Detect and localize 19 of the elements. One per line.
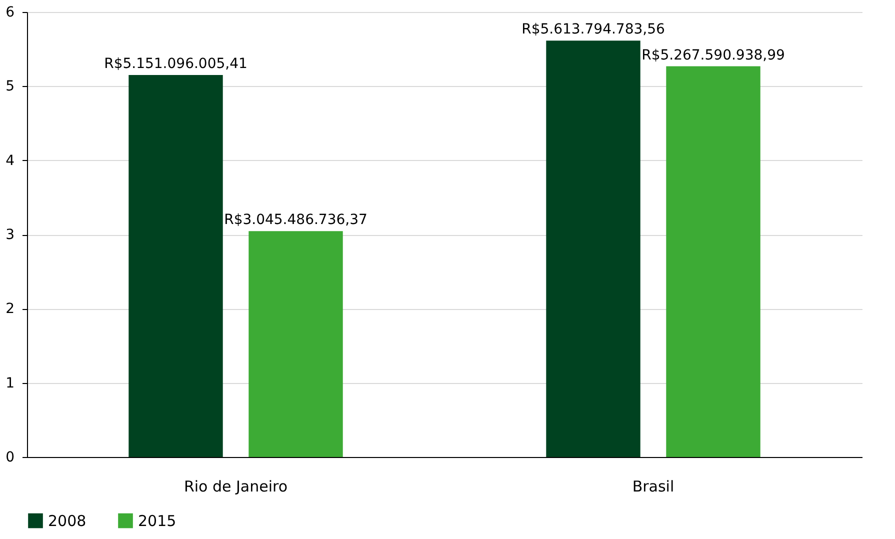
- y-tick-label: 3: [6, 227, 14, 243]
- x-tick-label: Rio de Janeiro: [184, 478, 288, 496]
- legend-label: 2015: [138, 512, 176, 530]
- y-tick-label: 1: [6, 375, 14, 392]
- data-label: R$5.267.590.938,99: [642, 47, 785, 64]
- bar: [248, 231, 343, 457]
- y-tick-label: 2: [6, 301, 14, 318]
- y-tick-label: 6: [6, 4, 15, 20]
- bar: [546, 40, 640, 457]
- data-label: R$3.045.486.736,37: [224, 212, 368, 228]
- y-tick-label: 0: [6, 450, 14, 466]
- bar: [666, 66, 760, 457]
- bar: [128, 74, 223, 457]
- y-tick-label: 5: [6, 78, 14, 95]
- data-label: R$5.613.794.783,56: [522, 22, 665, 38]
- x-tick-label: Brasil: [632, 478, 674, 496]
- legend-label: 2008: [48, 512, 86, 530]
- data-label: R$5.151.096.005,41: [104, 56, 248, 72]
- y-tick-label: 4: [6, 152, 15, 169]
